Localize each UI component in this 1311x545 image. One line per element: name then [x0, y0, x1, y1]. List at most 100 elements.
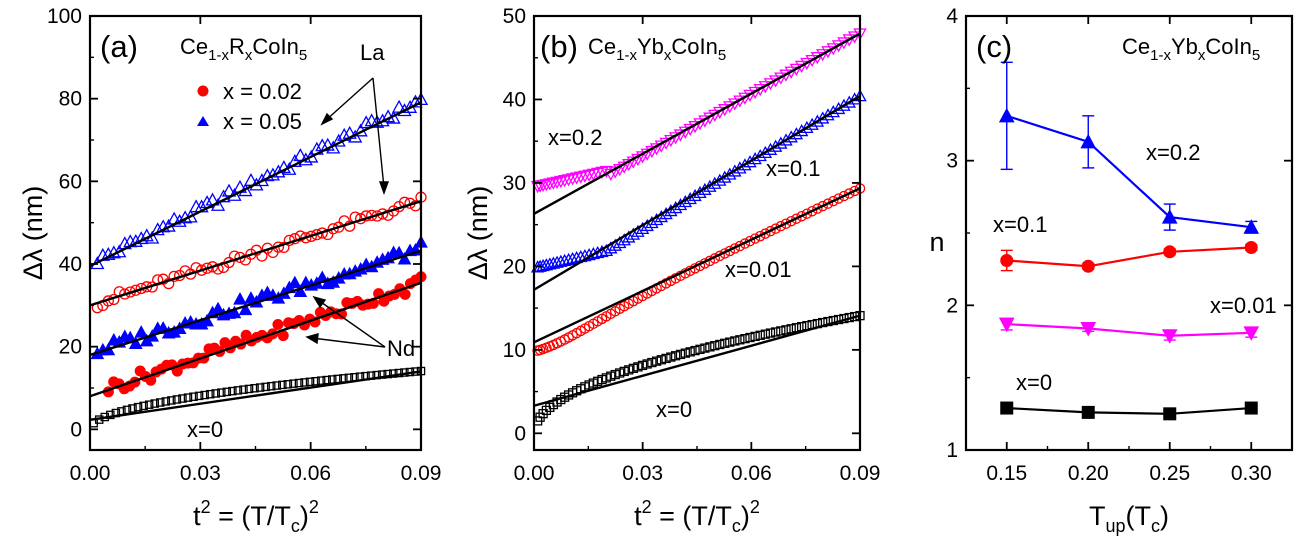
panel-b-data-point — [744, 235, 756, 247]
panel-a-data-point — [150, 222, 165, 236]
panel-a-data-point — [287, 275, 302, 289]
panel-a-data-point — [217, 388, 226, 397]
annotation-nd: Nd — [387, 336, 415, 361]
panel-a-data-point — [305, 377, 315, 387]
panel-b-data-point — [806, 205, 818, 217]
panel-b-data-point — [817, 200, 828, 212]
panel-a-data-point — [144, 400, 154, 409]
arrow-la-1 — [324, 77, 374, 122]
panel-b-data-point — [758, 145, 773, 159]
panel-a-ytick-label: 60 — [59, 170, 82, 193]
annotation-x02-b: x=0.2 — [548, 125, 602, 150]
panel-b-xtick-label: 0.09 — [840, 462, 881, 485]
panel-b-data-point — [760, 228, 771, 239]
panel-b-data-point — [626, 227, 641, 240]
panel-b-ytick-label: 30 — [503, 172, 526, 195]
panel-b-data-point — [749, 233, 761, 244]
panel-b-data-point — [781, 325, 791, 335]
panel-a-xtick-label: 0.09 — [401, 462, 442, 485]
panel-a-arrows — [305, 77, 389, 348]
panel-a-data-point — [272, 319, 284, 331]
panel-a-data-point — [272, 381, 282, 390]
panel-b-data-point — [745, 332, 755, 343]
annotation-x0-a: x=0 — [187, 417, 223, 442]
panel-b-data-point — [671, 351, 681, 361]
legend-label-x005: x = 0.05 — [223, 109, 302, 134]
panel-b: 0.00 0.03 0.06 0.09 0 10 20 30 40 50 (b) Ce1-xYbx… — [463, 5, 880, 536]
panel-c-ylabel: n — [929, 227, 944, 257]
panel-a-ylabel: Δλ (nm) — [18, 186, 48, 281]
panel-b-data-point — [578, 170, 592, 183]
panel-b-data-point — [743, 155, 757, 168]
panel-b-ytick-label: 20 — [503, 255, 526, 278]
panel-b-data-point — [546, 256, 561, 269]
panel-b-fit-line — [533, 187, 861, 344]
panel-b-data-point — [740, 333, 750, 344]
panel-a-data-point — [408, 94, 423, 108]
panel-b-data-point — [828, 315, 838, 326]
panel-b-data-point — [569, 250, 584, 264]
panel-c-data-point — [1081, 259, 1095, 273]
panel-b-data-point — [536, 179, 550, 193]
panel-b-data-point — [647, 357, 657, 368]
panel-a-data-point — [194, 391, 204, 401]
panel-a-data-point — [261, 382, 270, 392]
panel-a-data-point — [227, 187, 242, 201]
panel-c-data-point — [1243, 219, 1260, 234]
panel-b-data-point — [642, 359, 652, 369]
panel-b-ticks: 0.00 0.03 0.06 0.09 0 10 20 30 40 50 — [503, 5, 881, 485]
panel-b-data-point — [784, 130, 798, 143]
panel-a-data-point — [233, 386, 243, 395]
panel-a-data-point — [260, 168, 275, 182]
panel-a-data-point — [200, 390, 209, 400]
panel-b-data-point — [770, 327, 781, 337]
panel-a-data-point — [201, 262, 213, 274]
panel-b-data-point — [695, 344, 705, 354]
panel-c-data-point — [998, 317, 1015, 333]
panel-b-data-point — [750, 331, 760, 342]
panel-a-data-point — [239, 385, 248, 394]
annotation-x02-c: x=0.2 — [1146, 140, 1200, 165]
panel-b-data-point — [554, 175, 568, 189]
panel-a-frame — [88, 14, 423, 452]
panel-a-fit-line — [89, 101, 422, 268]
panel-a-data-point — [172, 395, 182, 404]
panel-b-label: (b) — [540, 29, 578, 64]
panel-b-data-point — [557, 253, 572, 267]
panel-b-data-point — [748, 152, 762, 165]
panel-a: 0.00 0.03 0.06 0.09 0 20 40 60 80 100 (a) Ce1-xRx… — [18, 5, 441, 536]
panel-a-data-point — [322, 375, 331, 385]
panel-c-data-point — [1081, 405, 1095, 419]
panel-b-data-point — [774, 136, 788, 149]
annotation-x001-b: x=0.01 — [725, 257, 792, 282]
panel-b-data-point — [833, 193, 844, 204]
panel-b-data-point — [710, 341, 720, 351]
panel-c-ytick-label: 4 — [946, 5, 958, 28]
panel-c-frame — [964, 14, 1294, 452]
panel-b-data-point — [546, 177, 561, 190]
panel-b-data-point — [561, 174, 576, 187]
panel-a-data-point — [200, 313, 214, 327]
panel-b-ylabel: Δλ (nm) — [463, 186, 493, 281]
panel-b-data-point — [805, 117, 819, 130]
panel-b-data-point — [631, 224, 645, 237]
panel-b-ytick-label: 10 — [503, 339, 526, 362]
panel-a-data-point — [389, 369, 398, 378]
panel-a-data-point — [163, 277, 175, 290]
panel-a-data-point — [320, 137, 335, 151]
panel-a-data-point — [128, 404, 137, 413]
panel-a-data-point — [294, 230, 306, 242]
panel-b-data-point — [539, 179, 554, 192]
arrow-nd-2-head — [305, 333, 319, 345]
panel-a-xlabel: t2 = (T/Tc)2 — [193, 497, 319, 536]
panel-b-data-point — [720, 338, 730, 348]
panel-a-ticks: 0.00 0.03 0.06 0.09 0 20 40 60 80 100 — [47, 5, 441, 485]
annotation-la: La — [360, 40, 385, 65]
panel-b-data-point — [754, 230, 766, 242]
panel-a-data-point — [183, 209, 198, 223]
panel-a-data-point — [298, 152, 313, 166]
panel-a-fit-line — [89, 200, 422, 307]
panel-a-xtick-label: 0.00 — [70, 462, 111, 485]
panel-b-ytick-label: 40 — [503, 88, 526, 111]
